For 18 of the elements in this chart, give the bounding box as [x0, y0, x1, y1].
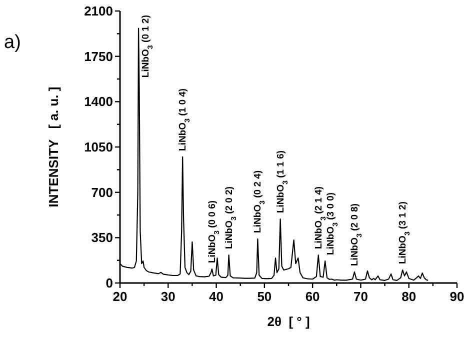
x-tick-label: 60 [305, 289, 320, 304]
y-tick-label: 2100 [84, 4, 113, 18]
x-axis-title: 2θ [ ° ] [267, 314, 310, 329]
y-tick-label: 1750 [84, 48, 113, 64]
x-tick-label: 40 [209, 289, 224, 304]
y-tick-label: 1050 [84, 140, 113, 154]
x-tick-label: 30 [160, 289, 176, 304]
x-tick-label: 70 [353, 289, 368, 304]
y-tick-label: 350 [91, 230, 113, 246]
y-tick-label: 700 [91, 184, 113, 200]
x-tick-label: 50 [257, 289, 272, 304]
text: a) [4, 32, 21, 53]
y-tick-label: 1400 [84, 94, 113, 110]
x-tick-label: 90 [450, 289, 464, 304]
y-tick-label: 0 [106, 276, 113, 290]
x-tick-label: 80 [402, 289, 416, 304]
y-axis-title: INTENSITY [ a. u. ] [46, 86, 61, 208]
x-tick-label: 20 [112, 289, 128, 304]
